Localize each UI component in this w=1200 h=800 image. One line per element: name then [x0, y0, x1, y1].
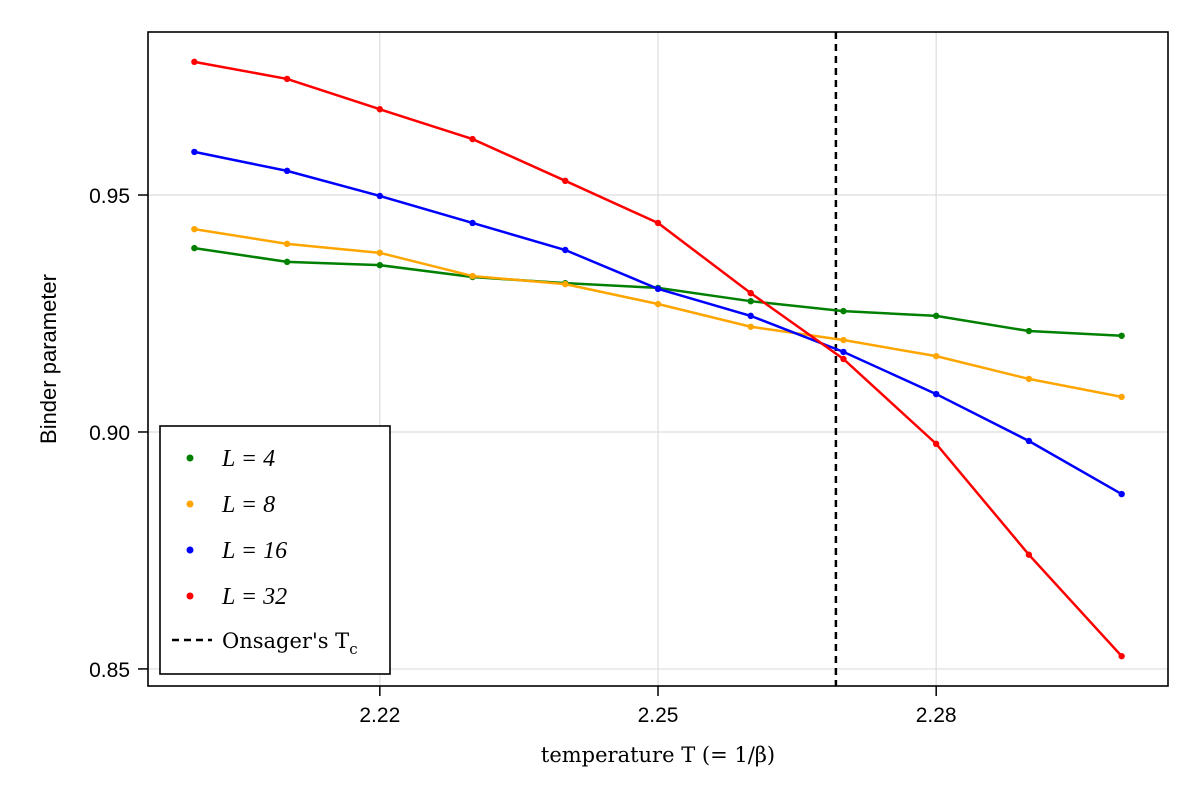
data-point: [840, 355, 847, 363]
data-point: [191, 244, 198, 252]
data-point: [469, 219, 476, 227]
data-point: [747, 312, 754, 320]
data-point: [376, 106, 384, 113]
legend-label: L = 32: [221, 584, 287, 610]
legend-marker: [186, 592, 194, 600]
data-point: [562, 246, 569, 254]
data-point: [932, 352, 940, 360]
data-point: [1025, 437, 1033, 445]
data-point: [932, 440, 940, 448]
data-point: [469, 272, 476, 280]
data-point: [283, 240, 291, 248]
data-point: [747, 289, 754, 297]
y-tick-label: 0.95: [89, 185, 130, 208]
y-axis-label: Binder parameter: [36, 274, 61, 444]
legend-label: L = 8: [221, 492, 275, 518]
data-point: [932, 390, 940, 398]
data-point: [283, 167, 291, 175]
ticks: 2.22 2.25 2.28 0.85 0.90 0.95: [89, 185, 956, 727]
data-point: [1025, 375, 1033, 383]
x-tick-label: 2.25: [638, 704, 679, 727]
data-point: [191, 148, 198, 156]
y-tick-label: 0.90: [89, 422, 130, 445]
data-point: [283, 75, 291, 83]
data-point: [747, 297, 754, 305]
data-point: [1118, 652, 1125, 660]
y-tick-label: 0.85: [89, 659, 130, 682]
data-point: [840, 307, 847, 315]
data-point: [562, 177, 569, 185]
data-point: [376, 261, 384, 269]
series-group: [191, 58, 1125, 660]
legend-marker: [186, 454, 194, 462]
data-point: [562, 280, 569, 288]
data-point: [654, 300, 662, 308]
legend-box: [159, 425, 391, 675]
data-point: [283, 258, 291, 266]
data-point: [469, 135, 476, 143]
data-point: [376, 249, 384, 257]
x-tick-label: 2.28: [916, 704, 957, 727]
data-point: [654, 219, 662, 227]
series-l32: [191, 58, 1125, 660]
x-axis-label: temperature T (= 1/β): [541, 743, 775, 767]
data-point: [932, 312, 940, 320]
data-point: [747, 323, 754, 330]
legend-subscript: c: [349, 640, 357, 658]
data-point: [191, 58, 198, 66]
x-tick-label: 2.22: [359, 704, 400, 727]
data-point: [840, 336, 847, 344]
data-point: [840, 348, 847, 356]
data-point: [1025, 551, 1033, 558]
data-point: [1025, 327, 1033, 335]
data-point: [1118, 490, 1125, 498]
legend-marker: [186, 500, 194, 508]
data-point: [654, 285, 662, 293]
series-l8: [191, 225, 1125, 401]
data-point: [1118, 332, 1125, 339]
series-l16: [191, 148, 1125, 498]
data-point: [376, 192, 384, 200]
legend-label: L = 16: [221, 538, 287, 564]
legend-label: L = 4: [221, 446, 275, 472]
data-point: [1118, 393, 1125, 401]
data-point: [191, 225, 198, 233]
legend-marker: [186, 546, 194, 554]
